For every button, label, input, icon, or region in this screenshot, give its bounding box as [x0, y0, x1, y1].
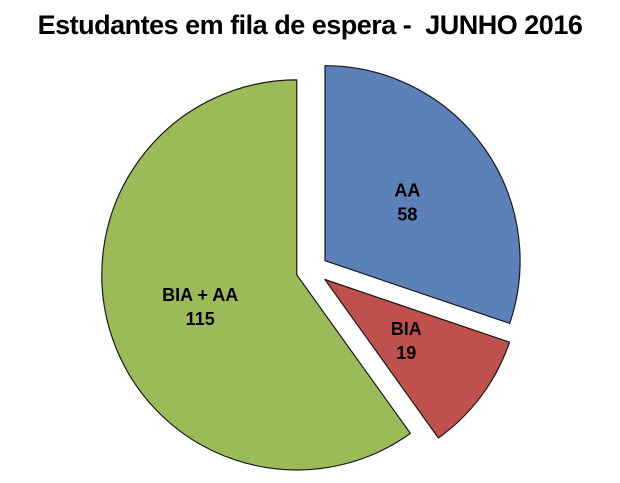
pie-slice-aa: [324, 65, 521, 324]
pie-slice-bia: [324, 278, 511, 439]
slice-value-bia: 19: [396, 343, 416, 363]
pie-slice-bia-aa: [101, 79, 411, 471]
slice-label-aa: AA: [394, 181, 420, 201]
slice-label-bia-aa: BIA + AA: [162, 285, 238, 305]
slice-label-bia: BIA: [391, 319, 422, 339]
slice-value-aa: 58: [397, 205, 417, 225]
slice-value-bia-aa: 115: [186, 309, 215, 329]
chart-title: Estudantes em fila de espera - JUNHO 201…: [37, 10, 583, 40]
